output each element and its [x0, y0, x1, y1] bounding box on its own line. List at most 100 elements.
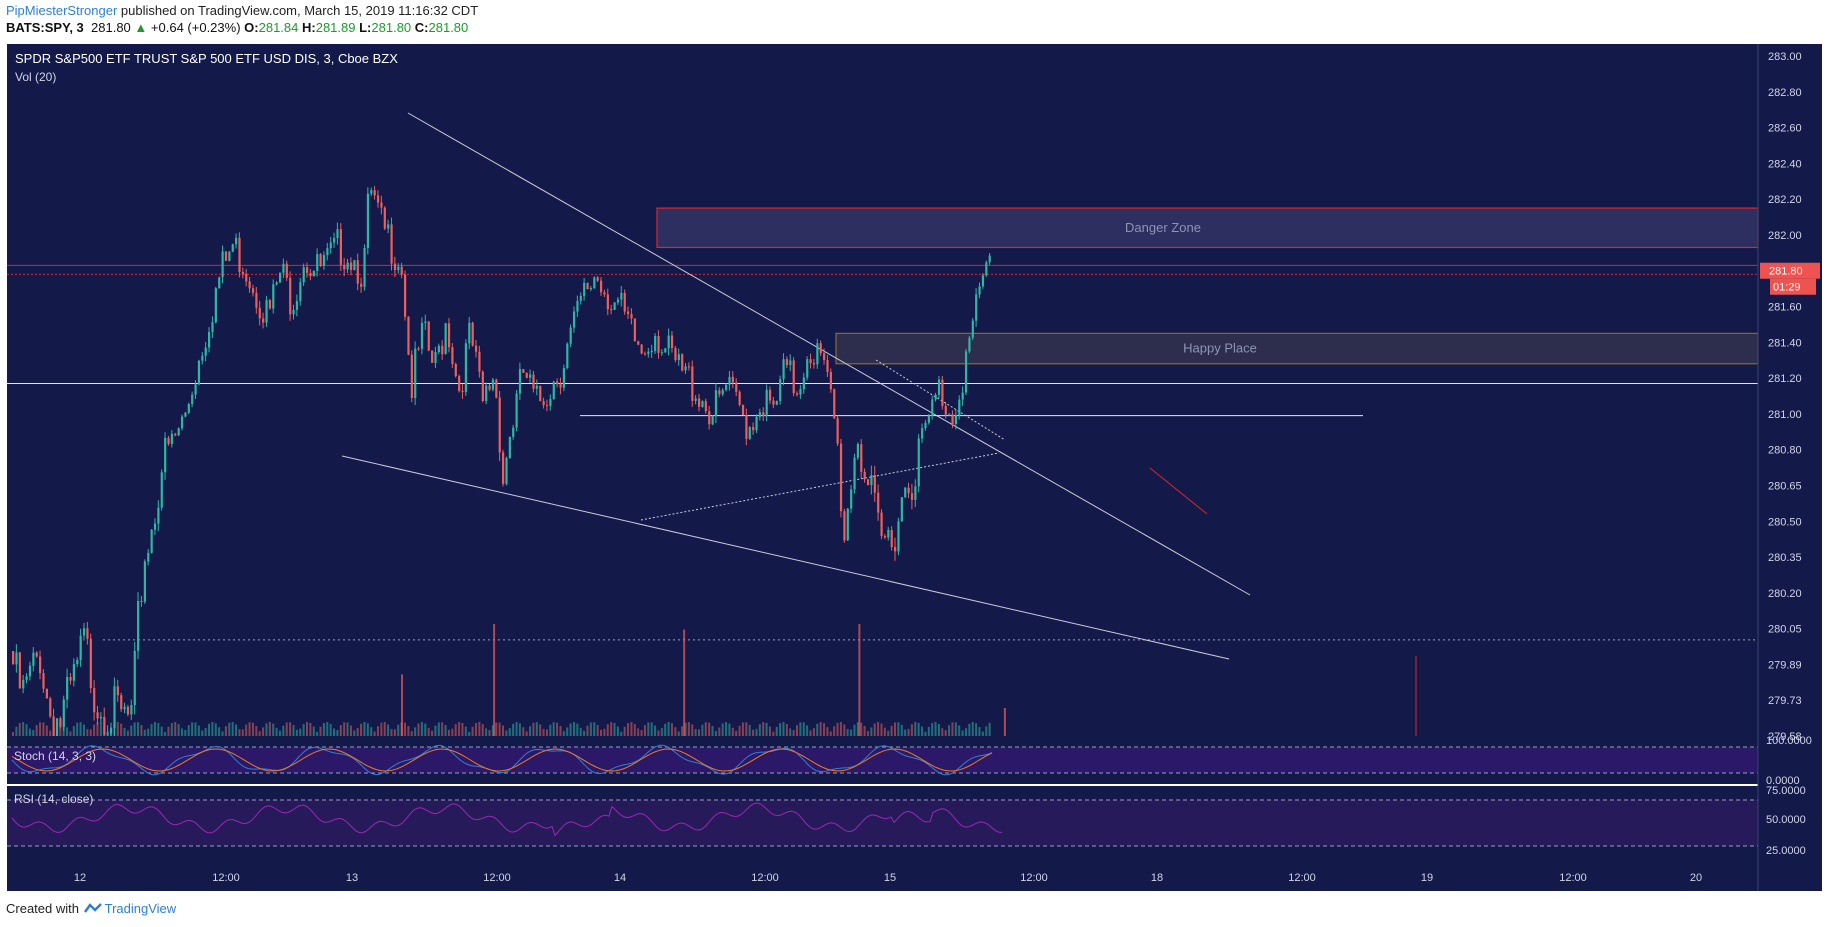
- volume-bar: [251, 722, 254, 736]
- volume-bar: [478, 722, 481, 736]
- candle-body: [549, 399, 552, 406]
- volume-bar: [461, 722, 464, 736]
- candle-body: [184, 412, 187, 417]
- volume-bar: [387, 724, 390, 736]
- candle-body: [762, 412, 765, 416]
- y-tick-label: 282.80: [1768, 87, 1802, 99]
- volume-bar: [735, 730, 738, 736]
- volume-bar: [346, 722, 349, 736]
- candle-body: [836, 418, 839, 444]
- candle-body: [650, 350, 653, 352]
- volume-bar: [934, 722, 937, 736]
- candle-body: [404, 274, 407, 317]
- y-tick-label: 279.58: [1768, 731, 1802, 743]
- candle-body: [292, 309, 295, 315]
- candle-body: [667, 335, 670, 349]
- candle-body: [502, 452, 505, 484]
- candle-body: [698, 398, 701, 407]
- candle-body: [535, 385, 538, 389]
- candle-body: [556, 381, 559, 385]
- candle-body: [897, 521, 900, 552]
- volume-bar: [910, 724, 913, 736]
- candle-body: [427, 321, 430, 351]
- volume-bar: [221, 731, 224, 736]
- volume-bar: [789, 728, 792, 736]
- candle-body: [295, 301, 299, 310]
- volume-bar: [647, 722, 650, 736]
- candle-body: [35, 652, 38, 657]
- volume-bar: [204, 727, 207, 736]
- candle-body: [464, 343, 468, 392]
- last-price-tag: [1760, 262, 1820, 279]
- volume-bar: [285, 722, 288, 736]
- volume-bar: [241, 729, 244, 736]
- chart-canvas[interactable]: Danger Zone Happy Place 283.00 282.80 282.6…: [0, 0, 1828, 900]
- volume-bar: [931, 723, 934, 736]
- volume-bar: [833, 726, 836, 736]
- volume-bar: [529, 726, 532, 736]
- candle-body: [708, 411, 711, 425]
- candle-body: [431, 350, 434, 363]
- y-tick-label: 281.20: [1768, 373, 1802, 385]
- volume-bar: [545, 729, 548, 736]
- candle-body: [944, 405, 947, 415]
- volume-bar: [535, 722, 538, 736]
- volume-bar: [667, 722, 670, 736]
- volume-bar: [427, 727, 430, 736]
- candle-body: [468, 322, 471, 344]
- volume-bar: [569, 723, 572, 736]
- candle-body: [802, 377, 805, 390]
- author-link[interactable]: PipMiesterStronger: [6, 3, 118, 18]
- candle-body: [978, 286, 981, 295]
- candle-body: [383, 207, 386, 229]
- volume-bar: [69, 731, 72, 736]
- volume-bar: [762, 722, 765, 736]
- volume-bar: [393, 729, 396, 736]
- volume-bar: [99, 722, 102, 736]
- candle-body: [586, 282, 589, 290]
- volume-bar: [627, 723, 630, 736]
- volume-bar: [474, 723, 477, 736]
- candle-body: [272, 284, 275, 309]
- danger-zone-label: Danger Zone: [1125, 220, 1201, 235]
- candle-body: [224, 251, 228, 261]
- projection-arrow: [1149, 467, 1208, 515]
- y-tick-label: 280.80: [1768, 445, 1802, 457]
- volume-bar: [18, 723, 21, 736]
- volume-bar: [850, 729, 853, 736]
- volume-bar: [120, 723, 123, 736]
- volume-bar: [312, 726, 315, 736]
- volume-bar: [373, 731, 376, 736]
- y-tick-label: 279.73: [1768, 695, 1802, 707]
- volume-bar: [748, 724, 751, 736]
- volume-bar: [978, 727, 981, 736]
- candle-body: [106, 733, 109, 735]
- candle-body: [512, 427, 515, 437]
- volume-bar: [218, 727, 221, 736]
- candle-body: [765, 389, 768, 416]
- volume-bar: [231, 722, 234, 736]
- symbol-info: BATS:SPY, 3 281.80 ▲ +0.64 (+0.23%) O:28…: [6, 20, 468, 35]
- price-change: +0.64 (+0.23%): [150, 20, 241, 35]
- candle-body: [59, 718, 62, 727]
- volume-bar: [59, 722, 62, 736]
- candle-body: [684, 366, 687, 371]
- tradingview-link[interactable]: TradingView: [104, 901, 177, 916]
- candle-body: [741, 404, 745, 415]
- candle-body: [390, 224, 393, 264]
- volume-spike: [493, 624, 496, 736]
- volume-bar: [12, 732, 14, 736]
- volume-bar: [917, 722, 920, 736]
- candle-body: [376, 195, 380, 203]
- volume-bar: [687, 722, 690, 736]
- created-with-text: Created with: [6, 901, 79, 916]
- volume-bar: [309, 722, 312, 736]
- candle-body: [170, 433, 174, 444]
- volume-bar: [603, 728, 606, 736]
- volume-bar: [502, 725, 504, 736]
- volume-bar: [657, 730, 660, 736]
- x-tick-label: 15: [884, 872, 896, 884]
- volume-bar: [812, 728, 815, 736]
- candle-body: [870, 475, 873, 486]
- last-price-tag-text: 281.80: [1769, 266, 1803, 278]
